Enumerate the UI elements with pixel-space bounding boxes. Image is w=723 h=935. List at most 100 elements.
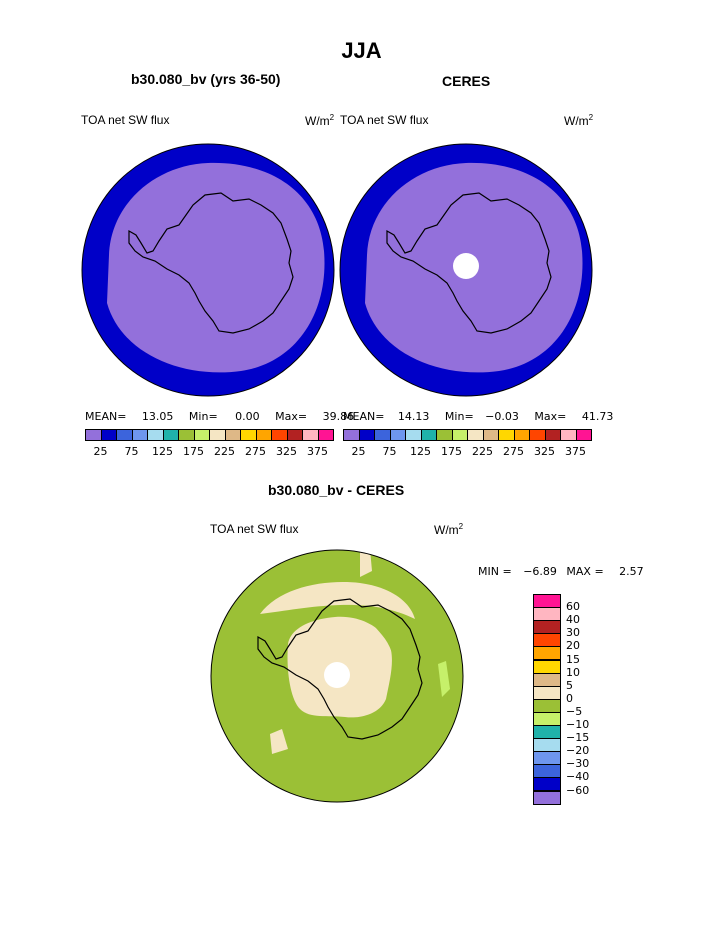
right-colorbar-tick-label: 275	[503, 445, 524, 458]
left-colorbar-cell	[286, 429, 303, 441]
right-colorbar-tick-label: 75	[382, 445, 397, 458]
diff-colorbar-cell	[533, 790, 561, 805]
left-colorbar-cell	[271, 429, 288, 441]
right-colorbar-cell	[420, 429, 437, 441]
diff-colorbar-cell	[533, 764, 561, 779]
right-colorbar-cell	[389, 429, 406, 441]
left-map-interior	[107, 162, 325, 373]
diff-unit-base: W/m	[434, 523, 459, 537]
diff-colorbar-tick-label: 5	[566, 678, 573, 692]
diff-colorbar-cell	[533, 725, 561, 740]
diff-colorbar-tick-label: 40	[566, 613, 580, 627]
left-var-label: TOA net SW flux	[81, 113, 170, 127]
diff-min-value: −6.89	[523, 565, 557, 578]
right-unit: W/m2	[564, 113, 593, 128]
diff-colorbar-cell	[533, 607, 561, 622]
left-map-coastline	[128, 192, 294, 334]
left-colorbar-tick-label: 375	[307, 445, 328, 458]
left-colorbar-tick-label: 325	[276, 445, 297, 458]
diff-colorbar-tick-label: 20	[566, 639, 580, 653]
diff-map-outline	[210, 549, 464, 803]
left-colorbar-cell	[255, 429, 272, 441]
left-colorbar-cell	[162, 429, 179, 441]
diff-map-coastline	[257, 598, 423, 740]
right-colorbar-cell	[405, 429, 422, 441]
diff-stats: MIN = −6.89 MAX = 2.57	[478, 565, 644, 578]
left-case-title: b30.080_bv (yrs 36-50)	[131, 71, 281, 87]
left-mean-label: MEAN=	[85, 410, 127, 423]
right-colorbar-tick-label: 175	[441, 445, 462, 458]
right-var-label: TOA net SW flux	[340, 113, 429, 127]
diff-colorbar-cell	[533, 633, 561, 648]
left-colorbar-tick-label: 175	[183, 445, 204, 458]
left-colorbar-cell	[224, 429, 241, 441]
diff-colorbar-cell	[533, 711, 561, 726]
right-min-value: −0.03	[485, 410, 519, 423]
diff-colorbar-tick-label: −60	[566, 783, 590, 797]
left-colorbar-cell	[302, 429, 319, 441]
left-unit-base: W/m	[305, 114, 330, 128]
left-colorbar-cell	[193, 429, 210, 441]
diff-colorbar-tick-label: 30	[566, 626, 580, 640]
diff-map-pole-hole	[324, 662, 350, 688]
main-title: JJA	[341, 38, 382, 63]
right-min-label: Min=	[444, 410, 474, 423]
left-colorbar-cell	[100, 429, 117, 441]
left-colorbar-tick-label: 75	[124, 445, 139, 458]
right-mean-label: MEAN=	[343, 410, 385, 423]
left-colorbar-tick-label: 125	[152, 445, 173, 458]
diff-colorbar-tick-label: −40	[566, 770, 590, 784]
left-unit-exp: 2	[329, 113, 335, 122]
right-colorbar-cell	[513, 429, 530, 441]
diff-colorbar-tick-label: 15	[566, 652, 580, 666]
right-colorbar-tick-label: 325	[534, 445, 555, 458]
left-unit: W/m2	[305, 113, 334, 128]
diff-max-label: MAX =	[566, 565, 604, 578]
right-colorbar-cell	[544, 429, 561, 441]
left-colorbar-cell	[209, 429, 226, 441]
left-colorbar-cell	[147, 429, 164, 441]
left-colorbar-tick-label: 275	[245, 445, 266, 458]
right-case-title: CERES	[442, 73, 491, 89]
diff-colorbar-cell	[533, 685, 561, 700]
diff-colorbar-cell	[533, 751, 561, 766]
right-unit-base: W/m	[564, 114, 589, 128]
diff-colorbar-tick-label: 10	[566, 665, 580, 679]
left-mean-value: 13.05	[141, 410, 174, 423]
diff-colorbar-cell	[533, 646, 561, 661]
right-colorbar-cell	[467, 429, 484, 441]
left-colorbar-cell	[317, 429, 334, 441]
diff-case-title: b30.080_bv - CERES	[268, 482, 405, 498]
right-colorbar-cell	[374, 429, 391, 441]
right-max-label: Max=	[534, 410, 567, 423]
right-colorbar-tick-label: 225	[472, 445, 493, 458]
right-colorbar-cell	[451, 429, 468, 441]
left-colorbar-tick-label: 25	[93, 445, 108, 458]
right-colorbar-tick-label: 25	[351, 445, 366, 458]
diff-colorbar-tick-label: −20	[566, 744, 590, 758]
diff-colorbar-tick-label: 60	[566, 600, 580, 614]
right-colorbar-cell	[343, 429, 360, 441]
right-colorbar-cell	[560, 429, 577, 441]
left-colorbar-cell	[240, 429, 257, 441]
right-colorbar-cell	[436, 429, 453, 441]
left-min-value: 0.00	[235, 410, 260, 423]
left-polar-map	[81, 143, 335, 397]
diff-min-label: MIN =	[478, 565, 512, 578]
left-colorbar-cell	[131, 429, 148, 441]
right-colorbar-cell	[498, 429, 515, 441]
diff-colorbar-tick-label: −10	[566, 718, 590, 731]
right-polar-map	[339, 143, 593, 397]
diff-colorbar-cell	[533, 698, 561, 713]
diff-colorbar-cell	[533, 672, 561, 687]
diff-colorbar-tick-label: −5	[566, 704, 583, 718]
left-min-label: Min=	[188, 410, 218, 423]
right-map-coastline	[386, 192, 552, 334]
left-max-label: Max=	[275, 410, 308, 423]
right-unit-exp: 2	[588, 113, 594, 122]
left-stats: MEAN= 13.05 Min= 0.00 Max= 39.86	[85, 410, 354, 423]
diff-colorbar-cell	[533, 777, 561, 792]
diff-colorbar-cell	[533, 594, 561, 609]
diff-unit-exp: 2	[458, 522, 464, 531]
right-colorbar-cell	[529, 429, 546, 441]
